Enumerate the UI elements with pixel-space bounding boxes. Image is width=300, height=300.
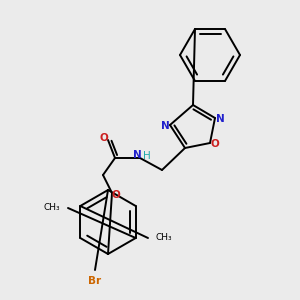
Text: H: H <box>143 151 151 161</box>
Text: N: N <box>133 150 141 160</box>
Text: O: O <box>112 190 120 200</box>
Text: O: O <box>211 139 219 149</box>
Text: CH₃: CH₃ <box>156 233 172 242</box>
Text: N: N <box>160 121 169 131</box>
Text: O: O <box>100 133 108 143</box>
Text: CH₃: CH₃ <box>44 202 60 211</box>
Text: Br: Br <box>88 276 102 286</box>
Text: N: N <box>216 114 224 124</box>
